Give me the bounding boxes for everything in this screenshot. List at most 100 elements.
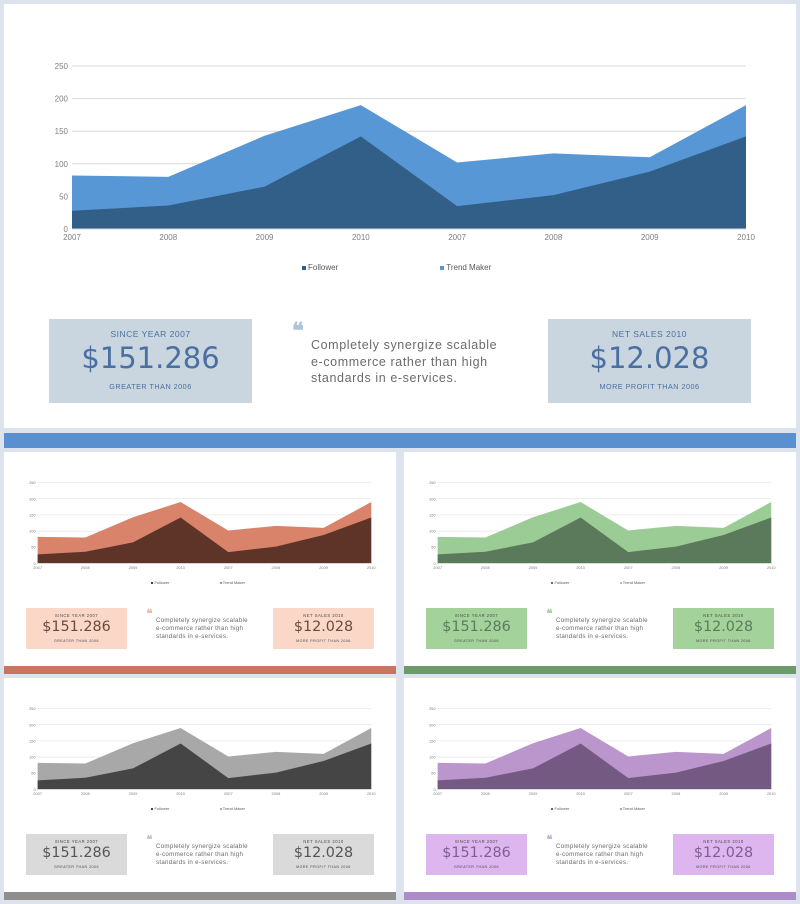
y-tick-label: 250 <box>29 706 36 711</box>
legend-swatch <box>551 581 554 584</box>
legend-item: Follower <box>151 580 169 585</box>
stat-box-since-2007: SINCE YEAR 2007 $151.286 GREATER THAN 20… <box>49 319 252 403</box>
legend-swatch <box>440 265 445 270</box>
x-tick-label: 2007 <box>448 233 466 242</box>
y-tick-label: 50 <box>59 192 68 201</box>
stat-subcaption: GREATER THAN 2006 <box>54 639 99 644</box>
area-chart: 0 50 100 150 200 250 2007 2008 2009 2010 2007 2008 2… <box>55 62 756 242</box>
legend-label: Trend Maker <box>446 263 492 272</box>
x-tick-label: 2008 <box>545 233 563 242</box>
chart-legend: Follower Trend Maker <box>302 263 491 272</box>
x-tick-label: 2009 <box>529 791 538 796</box>
y-tick-label: 100 <box>29 755 36 760</box>
slide-main-blue[interactable]: 0 50 100 150 200 250 2007 2008 2009 2010 2007 2008 2… <box>4 4 796 428</box>
y-tick-label: 0 <box>433 561 436 566</box>
stat-caption: SINCE YEAR 2007 <box>54 612 99 618</box>
slide-thumb-gray[interactable]: 0 50 100 150 200 250 2007 2008 2009 2010 2007 2008 2… <box>4 678 396 900</box>
legend-item: Follower <box>151 806 169 811</box>
stat-value: $151.286 <box>81 341 220 375</box>
stat-box-net-sales-2010: NET SALES 2010 $12.028 MORE PROFIT THAN … <box>673 833 774 876</box>
chart-legend: Follower Trend Maker <box>551 806 645 812</box>
stat-value: $12.028 <box>589 341 710 375</box>
stat-subcaption: GREATER THAN 2006 <box>109 382 192 391</box>
x-tick-label: 2008 <box>81 791 91 796</box>
stat-caption: NET SALES 2010 <box>303 838 344 844</box>
stat-subcaption: GREATER THAN 2006 <box>54 865 99 870</box>
y-tick-label: 100 <box>429 755 436 760</box>
y-tick-label: 0 <box>64 225 69 234</box>
x-tick-label: 2010 <box>176 565 186 570</box>
x-tick-label: 2008 <box>672 565 682 570</box>
y-tick-label: 250 <box>29 480 36 485</box>
legend-swatch <box>551 807 554 810</box>
stat-value: $151.286 <box>42 618 111 635</box>
slide-thumb-green[interactable]: 0 50 100 150 200 250 2007 2008 2009 2010 2007 2008 2… <box>404 452 796 674</box>
area-follower <box>37 743 372 790</box>
area-chart: 0 50 100 150 200 250 2007 2008 2009 2010 2007 2008 2… <box>429 480 777 570</box>
quote-text: Completely synergize scalable e-commerce… <box>155 616 248 641</box>
legend-item: Trend Maker <box>219 806 245 811</box>
area-follower <box>37 517 372 564</box>
slide-thumb-purple[interactable]: 0 50 100 150 200 250 2007 2008 2009 2010 2007 2008 2… <box>404 678 796 900</box>
stat-value: $151.286 <box>442 618 511 635</box>
area-chart: 0 50 100 150 200 250 2007 2008 2009 2010 2007 2008 2… <box>29 480 377 570</box>
legend-label: Follower <box>554 806 570 812</box>
legend-swatch <box>219 581 222 584</box>
stat-subcaption: MORE PROFIT THAN 2006 <box>296 639 351 644</box>
x-tick-label: 2007 <box>433 791 442 796</box>
stat-subcaption: MORE PROFIT THAN 2006 <box>696 865 751 870</box>
stat-subcaption: GREATER THAN 2006 <box>454 865 499 870</box>
y-tick-label: 150 <box>429 738 436 743</box>
quote-mark-icon: ❝ <box>546 607 553 621</box>
stat-caption: NET SALES 2010 <box>703 838 744 844</box>
x-tick-label: 2010 <box>367 791 377 796</box>
legend-item: Follower <box>551 580 569 585</box>
x-tick-label: 2009 <box>256 233 274 242</box>
legend-item: Follower <box>302 263 338 272</box>
y-tick-label: 250 <box>55 62 69 71</box>
x-tick-label: 2008 <box>272 565 282 570</box>
slide-accent-bar <box>4 666 396 674</box>
x-tick-label: 2008 <box>272 791 282 796</box>
stat-box-since-2007: SINCE YEAR 2007 $151.286 GREATER THAN 20… <box>426 833 527 876</box>
x-tick-label: 2009 <box>129 565 138 570</box>
legend-label: Follower <box>308 263 339 272</box>
stat-box-net-sales-2010: NET SALES 2010 $12.028 MORE PROFIT THAN … <box>673 607 774 650</box>
slide-divider-bar <box>4 433 796 448</box>
x-tick-label: 2009 <box>719 565 728 570</box>
x-tick-label: 2010 <box>576 565 586 570</box>
legend-item: Trend Maker <box>440 263 491 272</box>
quote-mark-icon: ❝ <box>146 833 153 847</box>
x-tick-label: 2010 <box>576 791 586 796</box>
stat-value: $12.028 <box>693 844 754 861</box>
stat-subcaption: MORE PROFIT THAN 2006 <box>599 382 700 391</box>
stat-box-net-sales-2010: NET SALES 2010 $12.028 MORE PROFIT THAN … <box>273 833 374 876</box>
x-tick-label: 2010 <box>737 233 755 242</box>
y-tick-label: 200 <box>55 95 69 104</box>
y-tick-label: 200 <box>429 722 436 727</box>
slide-accent-bar <box>4 892 396 900</box>
x-tick-label: 2008 <box>81 565 91 570</box>
x-tick-label: 2010 <box>176 791 186 796</box>
y-tick-label: 250 <box>429 480 436 485</box>
quote-text: Completely synergize scalable e-commerce… <box>555 842 648 867</box>
y-tick-label: 150 <box>29 512 36 517</box>
x-tick-label: 2010 <box>367 565 377 570</box>
legend-swatch <box>151 581 154 584</box>
legend-swatch <box>619 581 622 584</box>
legend-label: Trend Maker <box>622 806 645 812</box>
stat-subcaption: GREATER THAN 2006 <box>454 639 499 644</box>
chart-legend: Follower Trend Maker <box>151 580 245 585</box>
y-tick-label: 250 <box>429 706 436 711</box>
y-tick-label: 200 <box>29 722 36 727</box>
quote-mark-icon: ❝ <box>292 318 304 344</box>
x-tick-label: 2007 <box>624 791 633 796</box>
slide-thumb-orange[interactable]: 0 50 100 150 200 250 2007 2008 2009 2010 2007 2008 2… <box>4 452 396 674</box>
legend-label: Follower <box>554 580 570 586</box>
stat-caption: NET SALES 2010 <box>303 612 344 618</box>
legend-swatch <box>302 265 306 270</box>
x-tick-label: 2010 <box>767 565 777 570</box>
x-tick-label: 2007 <box>624 565 633 570</box>
stat-value: $151.286 <box>442 844 511 861</box>
quote-text: Completely synergize scalable e-commerce… <box>155 842 248 867</box>
